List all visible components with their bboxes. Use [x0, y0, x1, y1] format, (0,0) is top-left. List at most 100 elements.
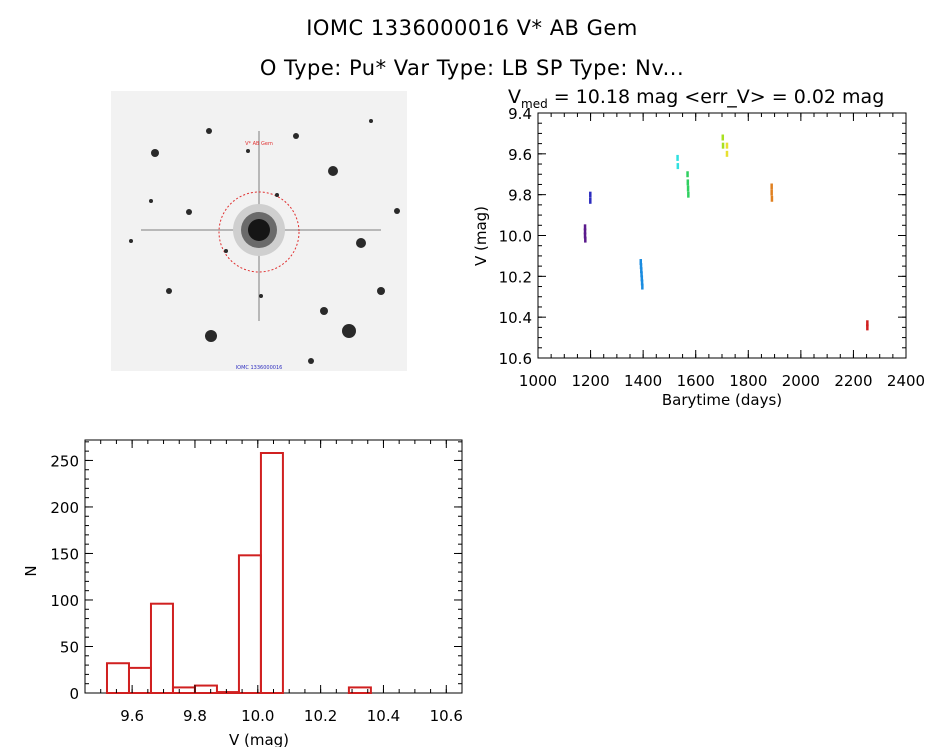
target-label: V* AB Gem — [245, 141, 273, 147]
light-curve-axes: 1000 1200 1400 1600 1800 2000 2200 2400 9.4 9.6 9.… — [499, 105, 926, 390]
data-point — [641, 283, 644, 290]
target-star-core — [248, 219, 270, 241]
field-star — [129, 239, 133, 243]
histogram-bar — [171, 686, 196, 694]
field-star — [149, 199, 153, 203]
light-curve-xlabel: Barytime (days) — [662, 391, 782, 409]
field-star — [328, 166, 338, 176]
light-curve-title: Vmed = 10.18 mag <err_V> = 0.02 mag — [508, 86, 884, 111]
x-tick-label: 1600 — [677, 372, 715, 390]
data-point — [770, 183, 773, 190]
data-point — [589, 197, 592, 204]
x-tick-label: 1400 — [624, 372, 662, 390]
y-tick-label: 0 — [69, 685, 79, 703]
field-star — [342, 324, 356, 338]
data-point — [676, 154, 679, 161]
data-point — [640, 267, 643, 274]
x-tick-label: 9.8 — [183, 707, 207, 725]
data-point — [583, 232, 587, 239]
field-star — [356, 238, 366, 248]
x-tick-label: 1800 — [729, 372, 767, 390]
y-tick-label: 200 — [50, 499, 79, 517]
field-star — [320, 307, 328, 315]
x-tick-label: 10.2 — [304, 707, 337, 725]
field-star — [224, 249, 228, 253]
x-tick-label: 9.6 — [120, 707, 144, 725]
field-star — [308, 358, 314, 364]
field-star — [293, 133, 299, 139]
histogram-bar — [347, 686, 372, 694]
y-tick-label: 10.0 — [499, 228, 532, 246]
data-point — [725, 150, 729, 157]
data-point — [770, 195, 774, 202]
y-tick-label: 10.2 — [499, 268, 532, 286]
light-curve-ylabel: V (mag) — [472, 206, 490, 266]
field-star — [151, 149, 159, 157]
title-subscript: med — [521, 97, 548, 111]
y-tick-label: 9.4 — [508, 105, 532, 123]
field-star — [166, 288, 172, 294]
data-point — [640, 279, 644, 286]
sky-image-stamp: V* AB Gem IOMC 1336000016 — [111, 91, 407, 371]
data-point — [687, 191, 690, 198]
x-tick-label: 2000 — [782, 372, 820, 390]
field-star — [275, 193, 279, 197]
data-point — [721, 134, 725, 141]
histogram-bar — [127, 666, 152, 695]
data-point — [721, 142, 725, 149]
histogram-frame — [84, 439, 463, 694]
plot-title-line1: IOMC 1336000016 V* AB Gem — [306, 16, 638, 40]
histogram-bar — [105, 662, 130, 694]
histogram-bar — [193, 684, 218, 695]
histogram-bars — [105, 452, 372, 695]
y-tick-label: 150 — [50, 545, 79, 563]
field-stars — [129, 119, 400, 364]
data-point — [686, 185, 690, 192]
field-star — [369, 119, 373, 123]
plot-title-line2: O Type: Pu* Var Type: LB SP Type: Nv... — [259, 56, 685, 80]
data-point — [686, 179, 690, 186]
y-tick-label: 50 — [60, 638, 79, 656]
data-point — [584, 236, 587, 243]
field-star — [377, 287, 385, 295]
field-star — [205, 330, 217, 342]
histogram-axes: 9.6 9.8 10.0 10.2 10.4 10.6 0 50 100 150 200 250 — [50, 440, 463, 725]
image-id-label: IOMC 1336000016 — [236, 365, 283, 371]
aperture-circle — [218, 191, 300, 273]
y-tick-label: 100 — [50, 592, 79, 610]
field-star — [186, 209, 192, 215]
histogram-bar — [149, 602, 174, 695]
x-tick-label: 10.0 — [241, 707, 274, 725]
histogram-bar — [259, 452, 284, 694]
data-point — [639, 259, 643, 266]
histogram-xlabel: V (mag) — [229, 731, 289, 747]
title-rest: = 10.18 mag <err_V> = 0.02 mag — [548, 86, 885, 108]
x-tick-label: 10.4 — [367, 707, 400, 725]
field-star — [206, 128, 212, 134]
light-curve-frame — [537, 112, 907, 359]
histogram-bar — [237, 554, 262, 694]
data-point — [866, 324, 869, 331]
data-point — [676, 163, 680, 170]
sky-image-svg: V* AB Gem IOMC 1336000016 — [111, 91, 407, 371]
title-v: V — [508, 86, 521, 108]
data-point — [725, 142, 729, 149]
field-star — [259, 294, 263, 298]
histogram-ylabel: N — [22, 565, 40, 576]
x-tick-label: 1000 — [519, 372, 557, 390]
data-point — [770, 189, 773, 196]
x-tick-label: 10.6 — [430, 707, 463, 725]
y-tick-label: 10.6 — [499, 350, 532, 368]
data-point — [686, 171, 689, 178]
data-point — [640, 275, 644, 282]
x-tick-label: 2200 — [834, 372, 872, 390]
x-tick-label: 1200 — [571, 372, 609, 390]
data-point — [589, 191, 592, 198]
field-star — [246, 149, 250, 153]
histogram-bar — [215, 691, 240, 694]
data-point — [640, 271, 643, 278]
light-curve-points — [583, 134, 869, 331]
data-point — [583, 228, 587, 235]
y-tick-label: 9.8 — [508, 187, 532, 205]
y-tick-label: 10.4 — [499, 309, 532, 327]
